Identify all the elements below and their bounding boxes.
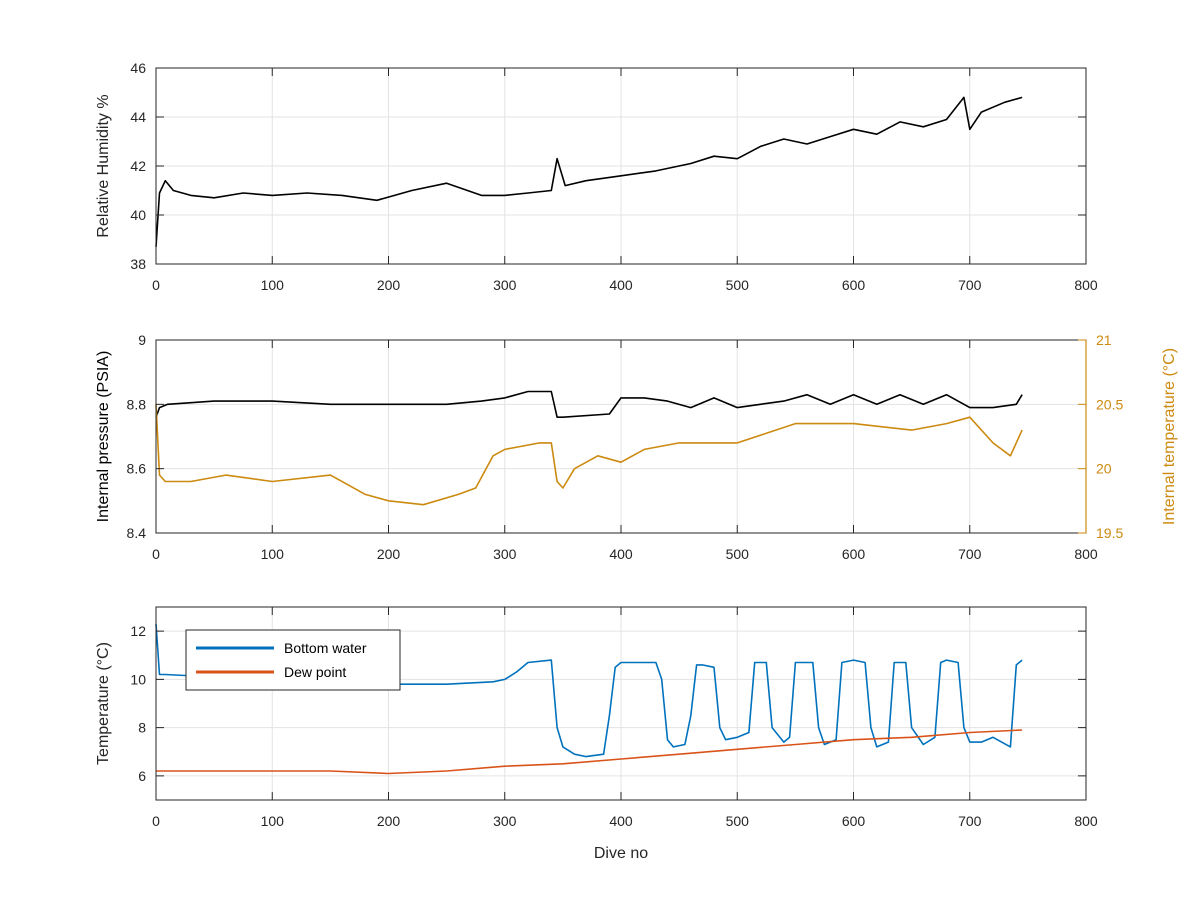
- y-tick-label: 8: [138, 720, 146, 736]
- y2-tick-label: 19.5: [1096, 525, 1123, 541]
- series-line-bottom-water: [155, 623, 1023, 758]
- y-tick-label: 8.6: [127, 461, 147, 477]
- x-tick-label: 0: [152, 813, 160, 829]
- x-tick-label: 200: [377, 546, 401, 562]
- x-tick-label: 100: [261, 277, 285, 293]
- x-tick-label: 300: [493, 813, 517, 829]
- series-line-left: [155, 390, 1023, 418]
- x-tick-label: 0: [152, 546, 160, 562]
- y-tick-label: 8.8: [127, 396, 147, 412]
- x-tick-label: 300: [493, 277, 517, 293]
- x-tick-label: 800: [1074, 277, 1098, 293]
- y2-tick-label: 20: [1096, 461, 1112, 477]
- y2-tick-label: 20.5: [1096, 396, 1123, 412]
- chart-panel-1: 0 100 200 300 400 500 600 700 800 38 40 42 44 46 Relat…: [95, 60, 1098, 293]
- legend-label-dew-point: Dew point: [284, 664, 346, 680]
- y-tick-label: 46: [130, 60, 146, 76]
- x-tick-label: 300: [493, 546, 517, 562]
- x-tick-label: 500: [726, 277, 750, 293]
- y-tick-label: 8.4: [127, 525, 147, 541]
- x-tick-label: 100: [261, 813, 285, 829]
- x-tick-label: 400: [609, 277, 633, 293]
- chart-panel-2: 0 100 200 300 400 500 600 700 800 8.4 8.6 8.8 9 19.5 2…: [95, 332, 1178, 562]
- x-tick-label: 400: [609, 813, 633, 829]
- y-tick-label: 10: [130, 671, 146, 687]
- x-tick-label: 600: [842, 277, 866, 293]
- y-axis-label: Temperature (°C): [95, 642, 112, 765]
- x-tick-label: 700: [958, 277, 982, 293]
- series-line-right: [155, 404, 1023, 506]
- x-tick-label: 800: [1074, 546, 1098, 562]
- x-tick-label: 200: [377, 277, 401, 293]
- y-tick-label: 12: [130, 623, 146, 639]
- legend-box: [185, 629, 401, 691]
- y-tick-label: 9: [138, 332, 146, 348]
- legend-label-bottom-water: Bottom water: [284, 640, 367, 656]
- chart-panel-3: 0 100 200 300 400 500 600 700 800 6 8 10 12 Temperatu…: [95, 606, 1098, 862]
- y-tick-label: 44: [130, 109, 146, 125]
- x-tick-label: 600: [842, 546, 866, 562]
- x-tick-label: 100: [261, 546, 285, 562]
- y-tick-label: 42: [130, 158, 146, 174]
- x-tick-label: 700: [958, 546, 982, 562]
- x-tick-label: 400: [609, 546, 633, 562]
- y2-axis-label: Internal temperature (°C): [1161, 348, 1178, 525]
- y-axis-label: Relative Humidity %: [95, 94, 112, 237]
- y-axis-label: Internal pressure (PSIA): [95, 351, 112, 523]
- y-tick-label: 38: [130, 256, 146, 272]
- x-tick-label: 600: [842, 813, 866, 829]
- y-tick-label: 6: [138, 768, 146, 784]
- series-line-main: [155, 96, 1023, 247]
- x-tick-label: 500: [726, 546, 750, 562]
- x-tick-label: 800: [1074, 813, 1098, 829]
- x-tick-label: 700: [958, 813, 982, 829]
- x-tick-label: 200: [377, 813, 401, 829]
- x-tick-label: 500: [726, 813, 750, 829]
- x-tick-label: 0: [152, 277, 160, 293]
- series-line-dew-point: [156, 729, 1023, 775]
- y-tick-label: 40: [130, 207, 146, 223]
- x-axis-label: Dive no: [594, 845, 648, 862]
- y2-tick-label: 21: [1096, 332, 1112, 348]
